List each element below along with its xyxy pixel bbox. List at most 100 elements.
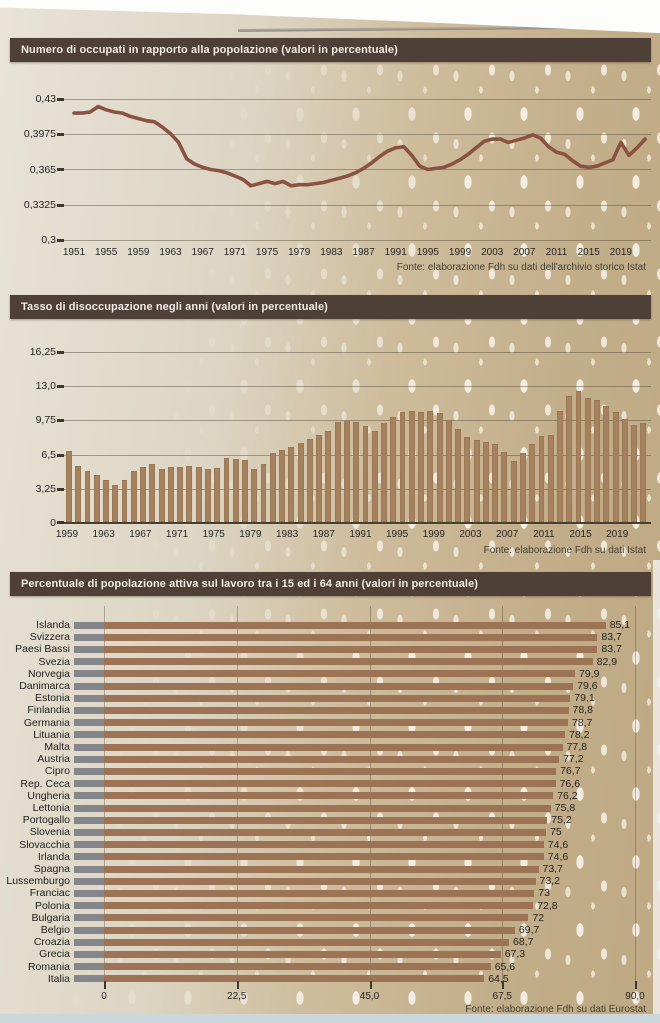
- bar-stub: [74, 841, 104, 849]
- country-bar: [104, 731, 565, 739]
- country-label: Norvegia: [27, 667, 70, 680]
- country-label: Franciac: [29, 887, 70, 900]
- unemployment-bar: [529, 444, 536, 522]
- bar-stub: [74, 938, 104, 946]
- country-value: 72,8: [537, 899, 558, 912]
- unemployment-bar: [538, 435, 545, 522]
- country-row: Paesi Bassi 83,7: [0, 643, 660, 655]
- country-label: Belgio: [40, 924, 70, 936]
- y-tick-label: 3,25: [35, 482, 56, 495]
- country-row: Rep. Ceca 76,6: [0, 778, 660, 790]
- country-label: Polonia: [34, 899, 70, 912]
- country-label: Bulgaria: [31, 911, 70, 924]
- unemployment-bar: [223, 457, 230, 522]
- x-tick-label: 67,5: [492, 991, 512, 1002]
- unemployment-bar: [473, 439, 480, 522]
- country-bar: [104, 670, 575, 678]
- employment-line: [72, 104, 647, 188]
- x-tick-label: 2015: [569, 529, 592, 540]
- country-label: Svezia: [38, 655, 70, 668]
- x-tick-label: 45,0: [359, 991, 380, 1002]
- country-value: 75,8: [554, 802, 576, 814]
- country-row: Croazia 68,7: [0, 936, 660, 948]
- unemployment-bar: [501, 452, 508, 522]
- country-bar: [104, 853, 544, 861]
- bar-stub: [74, 926, 104, 934]
- unemployment-bar: [492, 444, 499, 522]
- x-tick-label: 1959: [127, 247, 150, 258]
- country-label: Lettonia: [32, 802, 70, 814]
- bar-stub: [74, 804, 104, 812]
- bar-stub: [74, 670, 104, 678]
- bar-stub: [74, 853, 104, 861]
- country-label: Germania: [23, 716, 70, 729]
- country-label: Malta: [44, 741, 70, 753]
- country-bar: [104, 682, 574, 690]
- bar-stub: [74, 621, 104, 629]
- country-value: 68,7: [513, 936, 534, 949]
- unemployment-bar: [167, 466, 174, 522]
- bar-stub: [74, 694, 104, 702]
- employment-y-axis: 0,43 0,3975 0,365 0,3325 0,3: [10, 93, 56, 249]
- unemployment-bar: [186, 465, 193, 522]
- country-row: Islanda 85,1: [0, 619, 660, 631]
- country-value: 72: [532, 911, 545, 924]
- country-bar: [104, 633, 598, 641]
- bar-stub: [74, 645, 104, 653]
- country-row: Germania 78,7: [0, 717, 660, 729]
- employment-chart-title-bar: Numero di occupati in rapporto alla popo…: [10, 38, 651, 62]
- bar-stub: [74, 792, 104, 800]
- x-tick-label: 1967: [191, 247, 214, 258]
- country-value: 85,1: [609, 619, 631, 631]
- activity-chart-title-bar: Percentuale di popolazione attiva sul la…: [10, 572, 651, 596]
- x-tick-label: 1955: [95, 247, 118, 258]
- x-tick-label: 2003: [481, 247, 504, 258]
- country-value: 76,2: [557, 789, 578, 802]
- x-tick-label: 1951: [62, 247, 86, 258]
- country-label: Austria: [37, 753, 70, 766]
- bar-stub: [74, 780, 104, 788]
- country-value: 77,2: [563, 753, 584, 766]
- bar-stub: [74, 889, 104, 897]
- x-tick-label: 1971: [223, 247, 246, 258]
- unemployment-bar: [149, 463, 156, 522]
- x-tick-label: 1983: [320, 247, 343, 258]
- country-bar: [104, 658, 593, 666]
- country-row: Svizzera 83,7: [0, 631, 660, 643]
- unemployment-bar: [112, 484, 119, 522]
- unemployment-bar: [121, 480, 128, 522]
- x-tick-label: 1979: [239, 529, 262, 540]
- unemployment-bar: [575, 390, 582, 522]
- unemployment-bar: [436, 412, 443, 522]
- unemployment-bar: [520, 453, 526, 522]
- x-tick-label: 1971: [165, 529, 189, 540]
- y-tick-label: 0,3: [41, 234, 56, 246]
- paper-edge-bottom: [0, 1014, 660, 1023]
- country-row: Irlanda 74,6: [0, 851, 660, 863]
- bar-stub: [74, 719, 104, 727]
- x-tick-label: 2007: [513, 247, 536, 258]
- country-value: 65,6: [494, 960, 516, 973]
- country-row: Polonia 72,8: [0, 900, 660, 912]
- country-bar: [104, 743, 563, 751]
- country-label: Irlanda: [37, 850, 70, 863]
- country-value: 73,2: [539, 875, 560, 888]
- unemployment-bar: [158, 468, 165, 522]
- x-tick-label: 1999: [448, 247, 472, 258]
- country-value: 67,3: [504, 948, 526, 961]
- x-tick-label: 1963: [92, 529, 115, 540]
- country-row: Slovacchia 74,6: [0, 839, 660, 851]
- paper-edge-right: [653, 560, 660, 1014]
- country-row: Austria 77,2: [0, 753, 660, 765]
- unemployment-bar: [204, 468, 211, 522]
- country-label: Finlandia: [27, 704, 70, 717]
- x-tick-label: 2015: [577, 247, 600, 258]
- bar-stub: [74, 682, 104, 690]
- country-bar: [104, 950, 501, 958]
- unemployment-bar: [603, 405, 610, 522]
- unemployment-bar: [242, 459, 248, 522]
- country-label: Islanda: [36, 619, 70, 631]
- x-tick-label: 1967: [129, 529, 152, 540]
- unemployment-chart-title: Tasso di disoccupazione negli anni (valo…: [21, 301, 328, 313]
- country-label: Slovenia: [29, 826, 70, 839]
